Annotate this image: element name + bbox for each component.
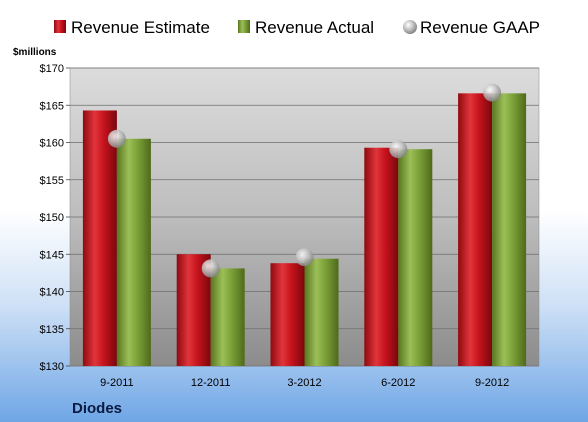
y-tick-label: $140	[40, 287, 64, 299]
x-tick-label: 12-2011	[191, 377, 231, 389]
actual-bar	[304, 258, 339, 366]
x-axis-ticks: 9-2011 12-2011 3-2012 6-2012 9-2012	[100, 377, 509, 389]
legend-label-gaap: Revenue GAAP	[420, 18, 540, 37]
y-tick-label: $150	[40, 212, 64, 224]
gaap-marker	[201, 259, 220, 278]
gaap-marker	[389, 140, 408, 159]
actual-bar	[210, 268, 245, 366]
y-tick-label: $145	[40, 249, 64, 261]
estimate-bar	[458, 93, 493, 366]
estimate-bar	[270, 263, 305, 366]
unit-label: $millions	[13, 47, 57, 58]
actual-bar	[116, 138, 151, 366]
y-tick-label: $165	[40, 100, 64, 112]
estimate-bar	[364, 147, 399, 366]
gaap-markers	[107, 83, 502, 278]
legend: Revenue Estimate Revenue Actual Revenue …	[54, 18, 540, 37]
legend-label-actual: Revenue Actual	[255, 18, 374, 37]
gaap-marker	[483, 83, 502, 102]
y-tick-label: $155	[40, 175, 64, 187]
legend-swatch-actual	[238, 20, 250, 33]
y-tick-label: $130	[40, 361, 64, 373]
x-tick-label: 9-2012	[475, 377, 509, 389]
legend-swatch-estimate	[54, 20, 66, 33]
company-label: Diodes	[72, 400, 122, 417]
y-tick-label: $170	[40, 63, 64, 75]
actual-bar	[492, 93, 527, 366]
gaap-marker	[295, 248, 314, 267]
x-tick-label: 3-2012	[287, 377, 321, 389]
x-tick-label: 6-2012	[381, 377, 415, 389]
y-tick-label: $160	[40, 138, 64, 150]
y-tick-label: $135	[40, 324, 64, 336]
legend-swatch-gaap	[403, 20, 417, 34]
gaap-marker	[107, 129, 126, 148]
x-tick-label: 9-2011	[100, 377, 133, 389]
estimate-bar	[82, 110, 117, 366]
bars	[82, 93, 527, 366]
y-axis-ticks: $130 $135 $140 $145 $150 $155 $160 $165 $170	[40, 63, 70, 373]
legend-label-estimate: Revenue Estimate	[71, 18, 210, 37]
actual-bar	[398, 149, 433, 366]
